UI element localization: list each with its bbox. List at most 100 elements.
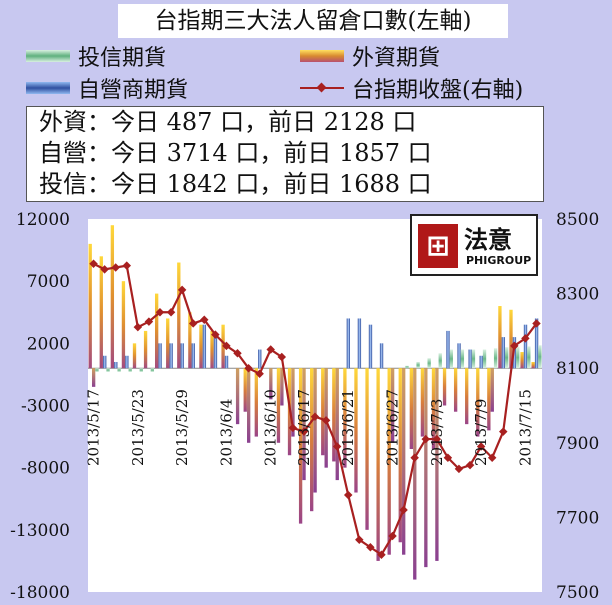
- bar-foreign: [254, 368, 258, 437]
- bar-dealer: [247, 368, 251, 443]
- index-point: [399, 505, 408, 515]
- summary-trust: 投信：今日 1842 口，前日 1688 口: [39, 170, 432, 198]
- bar-foreign: [210, 330, 214, 369]
- bar-trust: [405, 365, 409, 369]
- index-point: [499, 427, 508, 436]
- bar-foreign: [121, 281, 126, 369]
- legend-item-index: 台指期收盤(右軸): [300, 74, 524, 103]
- legend-item-trust: 投信期貨: [26, 42, 167, 71]
- bar-trust: [505, 347, 509, 369]
- logo-mark-icon: ⊞: [418, 224, 458, 268]
- bar-dealer: [180, 343, 184, 369]
- bar-trust: [150, 368, 154, 372]
- left-axis-tick: -18000: [10, 583, 70, 603]
- index-point: [266, 345, 275, 354]
- right-axis-tick: 8300: [556, 285, 599, 305]
- date-label: 2013/5/17: [85, 389, 103, 466]
- bar-foreign: [442, 368, 447, 406]
- bar-foreign: [310, 368, 314, 512]
- logo-text: 法意: [464, 226, 512, 254]
- index-point: [454, 464, 464, 474]
- index-point: [321, 416, 331, 425]
- legend-item-foreign: 外資期貨: [300, 42, 441, 71]
- bar-trust: [416, 361, 420, 369]
- right-axis-tick: 7900: [556, 434, 599, 454]
- bar-dealer: [424, 368, 428, 568]
- legend-label-trust: 投信期貨: [78, 46, 167, 71]
- bar-dealer: [402, 368, 406, 555]
- left-axis-tick: -13000: [10, 521, 70, 541]
- index-point: [332, 442, 342, 451]
- bar-foreign: [276, 368, 281, 443]
- bar-foreign: [487, 368, 491, 431]
- index-point: [155, 308, 165, 317]
- date-label: 2013/6/4: [217, 399, 235, 466]
- index-point: [188, 319, 198, 328]
- index-point: [299, 427, 309, 436]
- index-line-layer: [89, 259, 541, 559]
- logo-subtext: PHIGROUP: [466, 254, 532, 267]
- bar-foreign: [166, 318, 170, 369]
- bar-dealer: [224, 355, 229, 369]
- bar-trust: [128, 368, 132, 372]
- bar-dealer: [313, 368, 317, 493]
- date-label: 2013/5/29: [173, 389, 191, 466]
- bar-dealer: [169, 343, 173, 369]
- date-label: 2013/7/3: [428, 399, 446, 466]
- date-label: 2013/6/17: [295, 389, 313, 466]
- bar-dealer: [501, 337, 506, 369]
- index-point: [421, 434, 430, 444]
- date-label: 2013/5/23: [129, 389, 147, 466]
- bar-foreign: [132, 343, 137, 369]
- index-point: [432, 434, 442, 444]
- date-label: 2013/6/10: [262, 389, 280, 466]
- legend-label-foreign: 外資期貨: [352, 46, 441, 71]
- bar-foreign: [298, 368, 303, 524]
- bar-foreign: [453, 368, 458, 412]
- bar-dealer: [235, 368, 240, 425]
- index-point: [310, 412, 320, 421]
- index-point: [177, 285, 187, 295]
- bar-foreign: [154, 293, 159, 369]
- bar-foreign: [476, 368, 480, 437]
- bar-dealer: [523, 324, 528, 369]
- bar-dealer: [191, 343, 195, 369]
- bar-dealer: [91, 368, 96, 387]
- bar-trust: [106, 368, 110, 372]
- index-point: [410, 453, 419, 462]
- bar-dealer: [213, 337, 218, 369]
- bar-dealer: [291, 368, 295, 437]
- bar-trust: [95, 368, 99, 372]
- bar-foreign: [376, 368, 380, 561]
- right-axis-tick: 8500: [556, 210, 599, 230]
- bar-dealer: [379, 343, 384, 369]
- bar-dealer: [302, 368, 306, 481]
- bar-trust: [527, 346, 531, 369]
- summary-box: 外資：今日 487 口，前日 2128 口 自營：今日 3714 口，前日 18…: [26, 106, 544, 202]
- index-point: [476, 442, 486, 451]
- bar-trust: [449, 349, 453, 369]
- bar-foreign: [143, 330, 148, 369]
- bar-dealer: [357, 318, 362, 369]
- legend-swatch-trust: [26, 50, 70, 62]
- bar-foreign: [498, 306, 502, 369]
- summary-dealer: 自營：今日 3714 口，前日 1857 口: [39, 139, 432, 167]
- legend-label-index: 台指期收盤(右軸): [352, 78, 524, 103]
- legend-label-dealer: 自營商期貨: [78, 78, 189, 103]
- bar-foreign: [110, 225, 115, 369]
- bar-trust: [139, 368, 143, 372]
- index-point: [89, 259, 98, 269]
- bar-trust: [427, 358, 431, 369]
- index-point: [355, 535, 364, 545]
- bar-dealer: [125, 355, 129, 369]
- index-point: [211, 330, 220, 339]
- bar-trust: [493, 348, 498, 369]
- index-point: [521, 334, 530, 343]
- date-label: 2013/6/27: [384, 389, 402, 466]
- index-point: [510, 341, 519, 351]
- index-point: [122, 261, 131, 270]
- bar-foreign: [509, 309, 513, 369]
- right-axis-tick: 7500: [556, 583, 599, 603]
- bar-foreign: [398, 368, 402, 543]
